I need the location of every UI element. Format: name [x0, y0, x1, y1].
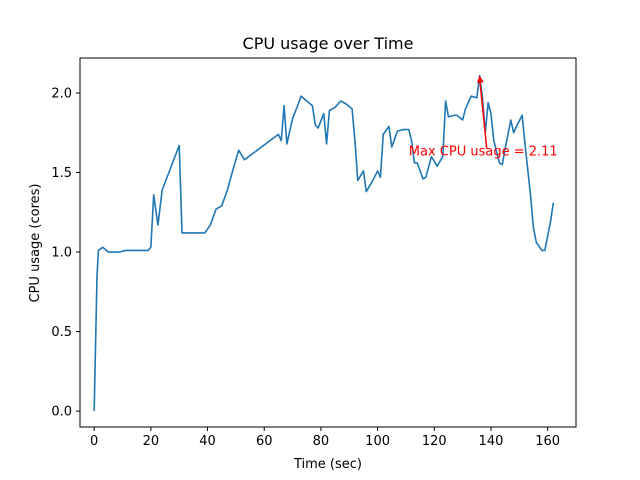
series-line-cpu-usage [93, 74, 555, 412]
y-tick-label: 1.5 [51, 166, 72, 181]
annotations: Max CPU usage = 2.11 [409, 75, 558, 160]
y-tick-label: 0.5 [51, 325, 72, 340]
chart-title: CPU usage over Time [243, 34, 414, 53]
x-axis-label: Time (sec) [293, 457, 362, 472]
y-tick-label: 2.0 [51, 86, 72, 101]
x-tick-label: 20 [143, 434, 160, 449]
y-axis-ticks: 0.0 0.5 1.0 1.5 2.0 [51, 86, 80, 420]
x-tick-label: 60 [256, 434, 273, 449]
x-tick-label: 140 [479, 434, 504, 449]
y-tick-label: 0.0 [51, 405, 72, 420]
plot-area [93, 74, 555, 412]
x-tick-label: 40 [199, 434, 216, 449]
x-tick-label: 0 [90, 434, 98, 449]
x-tick-label: 100 [365, 434, 390, 449]
plot-frame [79, 57, 577, 428]
x-tick-label: 120 [422, 434, 447, 449]
y-tick-label: 1.0 [51, 246, 72, 261]
x-tick-label: 80 [313, 434, 330, 449]
annotation-arrow-line [478, 78, 488, 149]
annotation-arrowhead [476, 75, 484, 83]
y-axis-label: CPU usage (cores) [28, 184, 43, 303]
annotation-max-cpu-label: Max CPU usage = 2.11 [409, 145, 558, 160]
x-tick-label: 160 [535, 434, 560, 449]
x-axis-ticks: 0 20 40 60 80 100 120 140 160 [90, 427, 560, 449]
